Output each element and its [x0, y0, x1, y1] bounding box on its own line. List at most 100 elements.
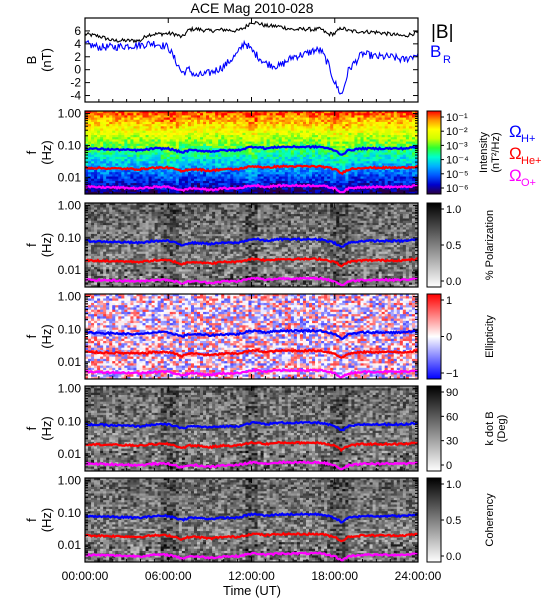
heatmap-cell	[193, 132, 198, 136]
heatmap-cell	[227, 145, 231, 149]
heatmap-cell	[248, 119, 252, 123]
heatmap-cell	[151, 115, 156, 119]
heatmap-cell	[305, 172, 310, 175]
heatmap-cell	[414, 176, 418, 180]
heatmap-cell	[366, 187, 371, 191]
heatmap-cell	[327, 132, 331, 136]
heatmap-cell	[269, 148, 274, 151]
heatmap-cell	[309, 128, 313, 132]
heatmap-cell	[100, 242, 104, 246]
heatmap-cell	[402, 115, 407, 119]
heatmap-cell	[360, 152, 365, 156]
heatmap-cell	[187, 156, 192, 160]
heatmap-cell	[342, 139, 346, 143]
heatmap-cell	[266, 111, 271, 114]
heatmap-cell	[396, 126, 401, 129]
heatmap-cell	[124, 282, 128, 286]
heatmap-cell	[115, 256, 119, 259]
heatmap-cell	[315, 163, 319, 167]
heatmap-cell	[166, 150, 171, 153]
heatmap-cell	[357, 113, 361, 116]
heatmap-cell	[309, 124, 313, 127]
heatmap-cell	[354, 159, 358, 162]
heatmap-cell	[133, 150, 137, 153]
heatmap-cell	[321, 169, 325, 173]
heatmap-cell	[200, 119, 204, 123]
heatmap-cell	[405, 124, 410, 127]
heatmap-cell	[97, 245, 101, 248]
heatmap-cell	[178, 111, 183, 114]
heatmap-cell	[318, 159, 322, 162]
heatmap-cell	[100, 284, 104, 287]
heatmap-cell	[172, 165, 177, 169]
heatmap-cell	[197, 163, 201, 167]
heatmap-cell	[233, 185, 237, 188]
heatmap-cell	[363, 156, 368, 160]
heatmap-cell	[369, 135, 374, 138]
heatmap-cell	[181, 174, 186, 178]
heatmap-cell	[112, 238, 116, 242]
heatmap-cell	[115, 128, 119, 132]
heatmap-cell	[209, 176, 213, 180]
heatmap-cell	[330, 126, 334, 129]
heatmap-cell	[181, 187, 186, 191]
heatmap-cell	[239, 183, 243, 186]
heatmap-cell	[405, 172, 410, 175]
heatmap-cell	[133, 135, 137, 138]
heatmap-cell	[351, 117, 355, 121]
heatmap-cell	[209, 115, 213, 119]
heatmap-cell	[130, 242, 134, 246]
heatmap-cell	[130, 156, 134, 160]
heatmap-cell	[411, 189, 416, 193]
heatmap-cell	[354, 137, 358, 140]
heatmap-cell	[354, 126, 358, 129]
heatmap-cell	[136, 141, 140, 145]
legend-He+-subscript: He+	[521, 155, 542, 167]
heatmap-cell	[357, 141, 361, 145]
heatmap-cell	[318, 124, 322, 127]
heatmap-cell	[212, 143, 216, 147]
heatmap-cell	[408, 156, 413, 160]
heatmap-cell	[115, 180, 119, 184]
heatmap-cell	[184, 154, 189, 158]
heatmap-cell	[281, 174, 286, 178]
heatmap-cell	[112, 113, 116, 116]
heatmap-cell	[112, 275, 116, 279]
heatmap-cell	[85, 240, 89, 244]
heatmap-cell	[390, 167, 395, 171]
heatmap-cell	[284, 167, 289, 171]
heatmap-cell	[393, 111, 398, 114]
heatmap-cell	[130, 159, 134, 162]
heatmap-cell	[94, 117, 98, 121]
heatmap-cell	[94, 176, 98, 180]
heatmap-cell	[197, 111, 201, 114]
heatmap-cell	[215, 154, 219, 158]
heatmap-cell	[88, 161, 92, 164]
heatmap-cell	[206, 154, 210, 158]
heatmap-cell	[287, 148, 292, 151]
heatmap-cell	[88, 233, 92, 237]
heatmap-cell	[405, 191, 410, 194]
heatmap-cell	[278, 132, 283, 136]
heatmap-cell	[88, 273, 92, 277]
heatmap-cell	[245, 139, 249, 143]
heatmap-cell	[139, 139, 144, 143]
heatmap-cell	[263, 152, 268, 156]
heatmap-cell	[94, 207, 98, 211]
heatmap-cell	[387, 159, 392, 162]
heatmap-cell	[148, 174, 153, 178]
heatmap-cell	[115, 284, 119, 287]
heatmap-cell	[399, 159, 404, 162]
heatmap-cell	[251, 124, 256, 127]
heatmap-cell	[88, 152, 92, 156]
heatmap-cell	[257, 137, 262, 140]
heatmap-cell	[142, 165, 147, 169]
heatmap-cell	[266, 169, 271, 173]
heatmap-cell	[115, 154, 119, 158]
heatmap-cell	[351, 159, 355, 162]
heatmap-cell	[233, 121, 237, 125]
heatmap-cell	[266, 135, 271, 138]
heatmap-cell	[100, 214, 104, 217]
heatmap-cell	[372, 130, 377, 134]
heatmap-cell	[251, 169, 256, 173]
